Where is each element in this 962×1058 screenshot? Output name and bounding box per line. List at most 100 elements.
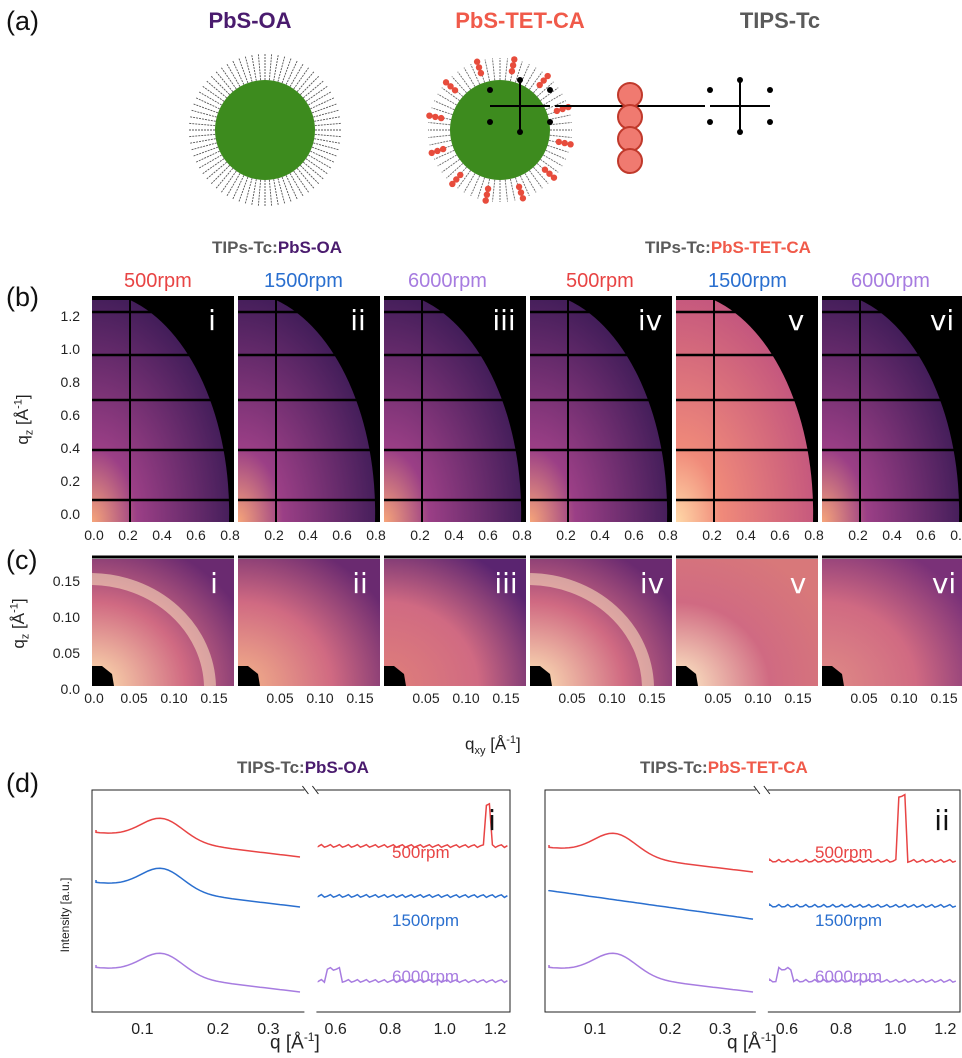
panel-label-b: (b) — [6, 282, 39, 312]
c-xtick: 0.15 — [346, 690, 373, 706]
c-ytick: 0.15 — [53, 573, 80, 589]
b-xtick: 0.2 — [702, 527, 722, 543]
c-xtick: 0.05 — [850, 690, 877, 706]
b-xtick: 0.4 — [444, 527, 464, 543]
d-xtick: 0.6 — [324, 1021, 346, 1038]
series-label-1: 500rpm — [815, 843, 873, 862]
b-xtick: 0.4 — [152, 527, 172, 543]
b-xtick: 0.6 — [624, 527, 644, 543]
c-xtick: 0.10 — [744, 690, 771, 706]
roman-label-b-1: i — [208, 304, 216, 337]
c-xtick: 0.15 — [492, 690, 519, 706]
profile-plot-2 — [544, 785, 961, 1015]
b-ytick: 0.4 — [61, 440, 81, 456]
profile-curve-3 — [95, 952, 301, 993]
b-ytick: 0.6 — [61, 407, 81, 423]
b-xtick: 0.8 — [804, 527, 824, 543]
gisaxs-maps: i ii iii iv v vi0.150.100.050.00.0 0.05 0.10 0.1… — [53, 555, 962, 706]
roman-label-b-6: vi — [930, 304, 954, 337]
nanocrystal-illustrations — [188, 53, 773, 207]
b-xtick: 0.8 — [658, 527, 678, 543]
pbs-oa-nanocrystal — [188, 53, 342, 207]
line-profiles: i 500rpm 1500rpm 6000rpm 0.1 0.2 0.3 0.6 0.8 1.0 1… — [91, 785, 961, 1038]
giwaxs-maps: i ii iii iv v vi1.21.00.80.60.40.20.00.0 0.2 0.… — [61, 296, 962, 543]
tetracene-ring — [617, 104, 643, 130]
d-xtick: 0.8 — [830, 1021, 852, 1038]
title-tips-tc: TIPS-Tc — [739, 8, 821, 33]
giwaxs-map-4 — [530, 296, 672, 522]
b-xtick: 0.2 — [118, 527, 138, 543]
pbs-tet-core — [450, 80, 550, 180]
roman-label-c-4: iv — [640, 567, 664, 600]
rpm-label-4: 500rpm — [566, 270, 634, 292]
c-ytick: 0.10 — [53, 609, 80, 625]
giwaxs-map-6 — [822, 296, 962, 522]
b-xtick: 0.0 — [84, 527, 104, 543]
rpm-label-2: 1500rpm — [264, 270, 343, 292]
profile-curve-tail-1 — [769, 793, 957, 864]
group-header-oa: TIPs-Tc:PbS-OA — [212, 238, 343, 257]
c-xtick: 0.10 — [306, 690, 333, 706]
profile-xlabel-ii: q [Å-1] — [727, 1030, 777, 1054]
profile-header-tet: TIPS-Tc:PbS-TET-CA — [640, 758, 808, 777]
profile-curve-tail-3 — [317, 966, 508, 984]
profile-curve-3 — [548, 952, 754, 993]
pbs-core — [215, 80, 315, 180]
d-xtick: 1.2 — [484, 1021, 506, 1038]
roman-label-c-1: i — [210, 567, 218, 600]
profile-xlabel-i: q [Å-1] — [270, 1030, 320, 1054]
b-ytick: 0.2 — [61, 473, 81, 489]
series-label-2: 1500rpm — [392, 911, 459, 930]
roman-label-c-3: iii — [494, 567, 517, 600]
giwaxs-map-1 — [92, 296, 234, 522]
profile-curve-1 — [548, 832, 754, 873]
b-xtick: 0.4 — [882, 527, 902, 543]
b-xtick: 0.6 — [770, 527, 790, 543]
profile-curve-tail-2 — [769, 902, 957, 909]
b-xtick: 0.2 — [410, 527, 430, 543]
profile-curve-2 — [95, 867, 301, 908]
c-xtick: 0.15 — [200, 690, 227, 706]
panel-label-d: (d) — [6, 768, 39, 798]
c-xtick: 0.05 — [558, 690, 585, 706]
b-ytick: 0.8 — [61, 374, 81, 390]
group-header-tet: TIPs-Tc:PbS-TET-CA — [645, 238, 811, 257]
giwaxs-map-3 — [384, 296, 526, 522]
c-xtick: 0.10 — [598, 690, 625, 706]
c-xtick: 0.10 — [452, 690, 479, 706]
tips-tc-molecule — [487, 77, 773, 174]
gisaxs-ylabel: qz [Å-1] — [8, 598, 32, 649]
series-label-3: 6000rpm — [815, 967, 882, 986]
profile-ylabel: Intensity [a.u.] — [58, 877, 72, 953]
c-ytick: 0.05 — [53, 645, 80, 661]
d-xtick: 1.0 — [884, 1021, 906, 1038]
giwaxs-ylabel: qz [Å-1] — [12, 394, 36, 445]
title-pbs-tet-ca: PbS-TET-CA — [455, 8, 585, 33]
roman-label-b-5: v — [788, 304, 805, 337]
c-xtick: 0.0 — [84, 690, 104, 706]
b-ytick: 0.0 — [61, 506, 81, 522]
profile-curve-1 — [95, 817, 301, 858]
panel-label-a: (a) — [6, 6, 39, 36]
roman-label-b-2: ii — [350, 304, 366, 337]
b-xtick: 0.8 — [220, 527, 240, 543]
c-xtick: 0.10 — [890, 690, 917, 706]
title-pbs-oa: PbS-OA — [208, 8, 292, 33]
b-xtick: 0.2 — [848, 527, 868, 543]
b-xtick: 0.6 — [186, 527, 206, 543]
d-xtick: 0.2 — [207, 1021, 229, 1038]
d-xtick: 0.1 — [131, 1021, 153, 1038]
roman-label-d-1: i — [488, 804, 496, 837]
b-xtick: 0.6 — [332, 527, 352, 543]
gisaxs-map-1 — [91, 555, 234, 687]
profile-curve-tail-1 — [317, 802, 508, 849]
giwaxs-map-2 — [238, 296, 380, 522]
gisaxs-map-6 — [822, 555, 962, 686]
b-ytick: 1.0 — [61, 341, 81, 357]
d-xtick: 0.1 — [584, 1021, 606, 1038]
d-xtick: 0.6 — [776, 1021, 798, 1038]
roman-label-c-5: v — [790, 567, 807, 600]
roman-label-c-2: ii — [352, 567, 368, 600]
c-xtick: 0.10 — [160, 690, 187, 706]
pbs-tet-ca-nanocrystal — [426, 56, 574, 204]
